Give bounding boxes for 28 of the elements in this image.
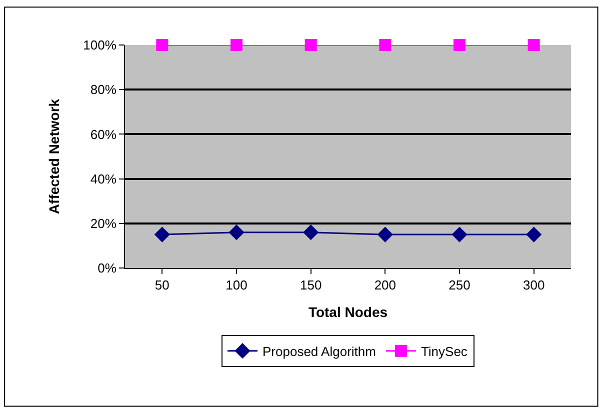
x-tick-label: 50 bbox=[154, 278, 170, 293]
point bbox=[528, 39, 540, 51]
legend-label: Proposed Algorithm bbox=[262, 344, 376, 359]
x-axis-title: Total Nodes bbox=[308, 304, 388, 320]
point bbox=[156, 39, 168, 51]
x-tick-label: 100 bbox=[226, 278, 248, 293]
x-tick-label: 150 bbox=[300, 278, 322, 293]
point bbox=[377, 226, 393, 242]
y-tick-label: 80% bbox=[90, 82, 117, 98]
point bbox=[452, 226, 468, 242]
x-tick-label: 300 bbox=[522, 278, 545, 293]
x-tick-label: 200 bbox=[374, 278, 396, 293]
y-tick-label: 60% bbox=[90, 126, 117, 142]
point bbox=[379, 39, 392, 51]
point bbox=[230, 39, 242, 51]
point bbox=[228, 224, 244, 240]
y-tick-label: 0% bbox=[98, 260, 117, 276]
point bbox=[154, 226, 170, 242]
y-tick-label: 100% bbox=[83, 38, 117, 53]
point bbox=[304, 39, 317, 51]
y-tick-label: 40% bbox=[90, 171, 117, 186]
point bbox=[526, 226, 542, 242]
y-tick-label: 20% bbox=[90, 216, 117, 231]
point bbox=[454, 39, 466, 51]
point bbox=[303, 224, 319, 240]
legend-label: TinySec bbox=[420, 344, 468, 359]
y-axis-title: Affected Network bbox=[46, 98, 62, 214]
x-tick-label: 250 bbox=[448, 278, 470, 293]
